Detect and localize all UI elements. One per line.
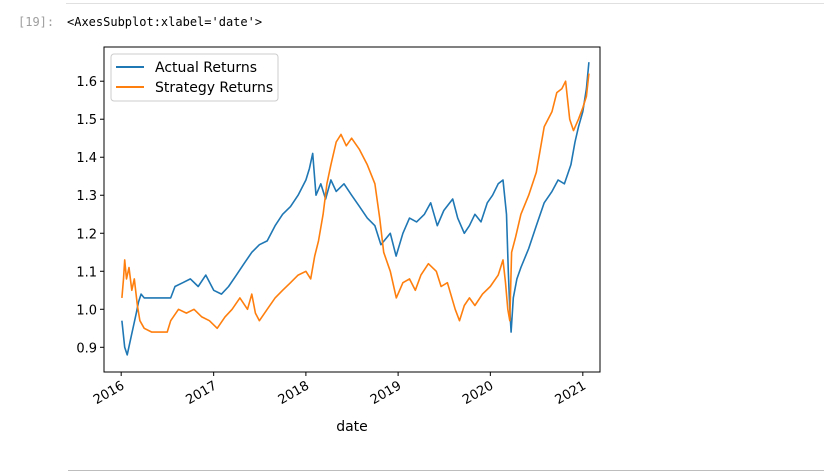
y-tick-label: 0.9 (76, 341, 97, 356)
legend-label: Actual Returns (155, 60, 257, 76)
y-tick-label: 1.3 (76, 189, 97, 204)
y-tick-label: 1.0 (76, 303, 97, 318)
x-tick-label: 2018 (276, 378, 312, 408)
x-axis-label: date (336, 419, 368, 435)
x-tick-label: 2017 (184, 378, 220, 408)
cell-top-divider (66, 0, 824, 4)
plot-lines (121, 62, 590, 356)
series-line-actual-returns (121, 62, 590, 356)
cell-execution-prompt: [19]: (18, 15, 55, 29)
cell-output-repr: <AxesSubplot:xlabel='date'> (67, 15, 263, 29)
x-tick-label: 2021 (553, 378, 589, 408)
x-tick-label: 2019 (368, 378, 404, 408)
y-tick-label: 1.4 (76, 151, 97, 166)
y-tick-label: 1.1 (76, 265, 97, 280)
legend-box (110, 53, 279, 102)
y-tick-label: 1.2 (76, 227, 97, 242)
x-axis: 2016 2017 2018 2019 2020 2021 (91, 372, 589, 408)
cell-bottom-divider (68, 470, 824, 471)
legend: Actual Returns Strategy Returns (110, 53, 279, 102)
axes-frame (103, 46, 601, 373)
x-tick-label: 2016 (91, 378, 127, 408)
y-tick-label: 1.5 (76, 113, 97, 128)
x-tick-label: 2020 (460, 378, 496, 408)
y-tick-label: 1.6 (76, 75, 97, 90)
series-line-strategy-returns (121, 73, 590, 333)
y-axis: 0.9 1.0 1.1 1.2 1.3 1.4 1.5 1.6 (76, 75, 104, 356)
legend-label: Strategy Returns (155, 80, 273, 96)
